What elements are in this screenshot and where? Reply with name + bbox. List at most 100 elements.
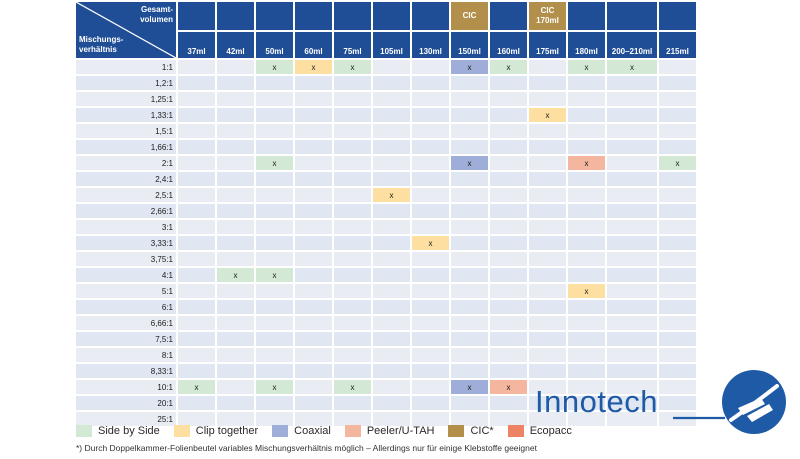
column-top-12: [659, 2, 696, 30]
table-cell-empty: [490, 268, 527, 282]
table-cell-empty: [490, 316, 527, 330]
table-cell-empty: [334, 284, 371, 298]
legend-item-eco: Ecopacc: [507, 425, 572, 437]
table-cell-empty: [412, 300, 449, 314]
table-cell-empty: [451, 268, 488, 282]
table-cell-empty: [373, 284, 410, 298]
table-cell-empty: [451, 108, 488, 122]
table-cell-empty: [412, 252, 449, 266]
table-cell-empty: [256, 300, 293, 314]
table-cell-empty: [295, 316, 332, 330]
table-cell-empty: [568, 396, 605, 410]
table-cell-empty: [295, 108, 332, 122]
table-cell-empty: [178, 364, 215, 378]
table-cell-empty: [373, 92, 410, 106]
table-cell-empty: [295, 92, 332, 106]
ratio-label: 25:1: [76, 412, 176, 426]
table-cell-empty: [256, 92, 293, 106]
table-cell-empty: [412, 284, 449, 298]
table-cell-empty: [451, 412, 488, 426]
table-cell-empty: [490, 284, 527, 298]
table-cell-empty: [607, 76, 657, 90]
column-top-4: [334, 2, 371, 30]
table-cell-empty: [217, 108, 254, 122]
table-cell-empty: [529, 220, 566, 234]
legend-label: Side by Side: [98, 425, 160, 437]
table-cell-empty: [373, 108, 410, 122]
table-cell-empty: [178, 284, 215, 298]
legend-item-peel: Peeler/U-TAH: [344, 425, 435, 437]
table-row: 4:1 x x: [76, 268, 696, 282]
table-cell-empty: [217, 76, 254, 90]
table-cell-empty: [451, 300, 488, 314]
table-cell-empty: [256, 364, 293, 378]
table-cell-empty: [412, 412, 449, 426]
table-cell-empty: [334, 92, 371, 106]
logo-wordmark: Innotech: [535, 384, 658, 419]
column-header-4: 75ml: [334, 32, 371, 58]
column-header-3: 60ml: [295, 32, 332, 58]
table-cell-empty: [529, 412, 566, 426]
table-row: 2:1 x x x x: [76, 156, 696, 170]
table-cell-empty: [295, 300, 332, 314]
table-cell-empty: [334, 268, 371, 282]
table-cell-empty: [659, 140, 696, 154]
legend-swatch: [173, 425, 190, 437]
table-cell-empty: [659, 204, 696, 218]
total-volume-label: Gesamt- volumen: [140, 5, 173, 24]
table-cell-empty: [568, 236, 605, 250]
table-cell-empty: [529, 268, 566, 282]
table-cell-empty: [659, 268, 696, 282]
table-cell-clip: x: [412, 236, 449, 250]
table-cell-empty: [256, 76, 293, 90]
table-cell-empty: [659, 380, 696, 394]
table-cell-empty: [256, 348, 293, 362]
table-cell-empty: [490, 188, 527, 202]
table-cell-empty: [568, 92, 605, 106]
table-cell-empty: [451, 236, 488, 250]
table-cell-empty: [451, 316, 488, 330]
table-cell-empty: [568, 204, 605, 218]
table-cell-empty: [451, 92, 488, 106]
table-cell-empty: [451, 348, 488, 362]
column-header-7: 150ml: [451, 32, 488, 58]
table-cell-empty: [178, 188, 215, 202]
table-cell-clip: x: [568, 284, 605, 298]
column-top-6: [412, 2, 449, 30]
table-cell-empty: [373, 332, 410, 346]
table-cell-empty: [490, 236, 527, 250]
table-cell-empty: [607, 220, 657, 234]
table-cell-empty: [295, 284, 332, 298]
table-cell-empty: [529, 332, 566, 346]
legend-label: Coaxial: [294, 425, 331, 437]
table-cell-empty: [490, 220, 527, 234]
table-cell-empty: [217, 236, 254, 250]
ratio-label: 2,5:1: [76, 188, 176, 202]
ratio-label: 2,4:1: [76, 172, 176, 186]
column-header-5: 105ml: [373, 32, 410, 58]
compatibility-table: Gesamt- volumen Mischungs- verhältnis CI…: [74, 0, 698, 428]
column-header-0: 37ml: [178, 32, 215, 58]
table-row: 10:1 x x x x x: [76, 380, 696, 394]
legend-item-clip: Clip together: [173, 425, 258, 437]
table-cell-empty: [490, 252, 527, 266]
column-top-7: CIC: [451, 2, 488, 30]
ratio-label: 2:1: [76, 156, 176, 170]
table-row: 2,66:1: [76, 204, 696, 218]
ratio-label: 5:1: [76, 284, 176, 298]
table-cell-side: x: [334, 60, 371, 74]
table-cell-empty: [607, 108, 657, 122]
table-cell-empty: [217, 300, 254, 314]
table-cell-empty: [178, 156, 215, 170]
table-cell-empty: [659, 236, 696, 250]
table-cell-empty: [412, 332, 449, 346]
ratio-label: 3,33:1: [76, 236, 176, 250]
legend-label: Peeler/U-TAH: [366, 425, 435, 437]
table-cell-empty: [217, 412, 254, 426]
table-cell-empty: [568, 300, 605, 314]
table-cell-empty: [659, 396, 696, 410]
table-cell-empty: [490, 92, 527, 106]
table-cell-empty: [529, 92, 566, 106]
table-cell-empty: [412, 140, 449, 154]
table-cell-empty: [256, 108, 293, 122]
